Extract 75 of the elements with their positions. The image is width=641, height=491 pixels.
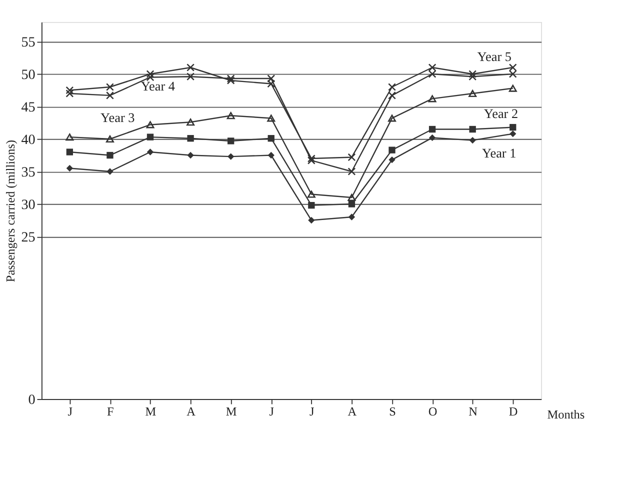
y-tick-label: 25 — [21, 230, 36, 246]
point — [428, 134, 436, 142]
y-axis-title: Passengers carried (millions) — [4, 140, 18, 282]
point — [510, 124, 516, 131]
y-tick-label: 45 — [21, 100, 36, 116]
x-tick-label: A — [348, 404, 357, 419]
y-tick-label: 55 — [21, 34, 36, 51]
point — [186, 118, 195, 126]
x-tick-label: J — [269, 404, 274, 419]
series-label: Year 2 — [484, 106, 518, 121]
point — [428, 95, 436, 102]
x-tick-label: S — [389, 404, 396, 419]
y-tick-label: 0 — [28, 392, 36, 408]
point — [187, 152, 194, 159]
point — [66, 134, 74, 141]
point — [226, 112, 235, 120]
point — [66, 90, 74, 98]
point — [146, 70, 154, 78]
point — [348, 214, 356, 220]
point — [226, 74, 235, 83]
point — [146, 148, 154, 156]
point — [228, 138, 234, 144]
point — [268, 152, 274, 159]
point — [468, 70, 477, 78]
series-label: Year 4 — [140, 78, 176, 94]
y-tick-label: 50 — [21, 67, 36, 84]
y-tick-label: 40 — [21, 132, 36, 148]
x-tick-label: A — [186, 404, 196, 419]
series-label: Year 5 — [477, 48, 512, 64]
point — [66, 148, 74, 156]
x-tick-label: M — [226, 404, 237, 419]
point — [106, 168, 114, 175]
point — [388, 146, 396, 154]
point — [307, 154, 316, 162]
point — [469, 136, 476, 144]
point — [146, 121, 154, 128]
series-label: Year 1 — [482, 145, 516, 160]
point — [226, 76, 235, 84]
y-tick-label: 35 — [21, 164, 36, 181]
point — [348, 168, 356, 176]
point — [66, 164, 74, 172]
point — [469, 126, 476, 133]
point — [468, 90, 477, 98]
point — [228, 153, 234, 160]
point — [348, 200, 356, 208]
point — [66, 86, 74, 94]
x-tick-label: D — [508, 404, 518, 419]
x-tick-label: J — [310, 404, 315, 419]
point — [268, 135, 274, 142]
point — [348, 153, 356, 162]
x-tick-label: M — [145, 404, 156, 419]
x-tick-label: F — [107, 404, 114, 419]
point — [106, 152, 114, 159]
series-label: Year 3 — [100, 110, 136, 126]
y-tick-label: 30 — [21, 197, 36, 214]
x-axis-title: Months — [547, 407, 585, 422]
point — [308, 216, 315, 224]
point — [388, 114, 396, 122]
point — [308, 202, 315, 209]
x-tick-label: N — [468, 404, 478, 419]
point — [388, 156, 396, 164]
point — [187, 135, 194, 142]
point — [348, 194, 356, 202]
point — [146, 73, 154, 82]
point — [106, 135, 114, 143]
point — [146, 134, 154, 140]
point — [510, 130, 516, 138]
x-tick-label: O — [428, 404, 438, 419]
point — [267, 114, 276, 122]
point — [307, 156, 316, 164]
point — [508, 84, 517, 92]
point — [428, 126, 436, 133]
point — [468, 72, 477, 81]
x-tick-label: J — [68, 404, 73, 419]
point — [307, 190, 316, 198]
